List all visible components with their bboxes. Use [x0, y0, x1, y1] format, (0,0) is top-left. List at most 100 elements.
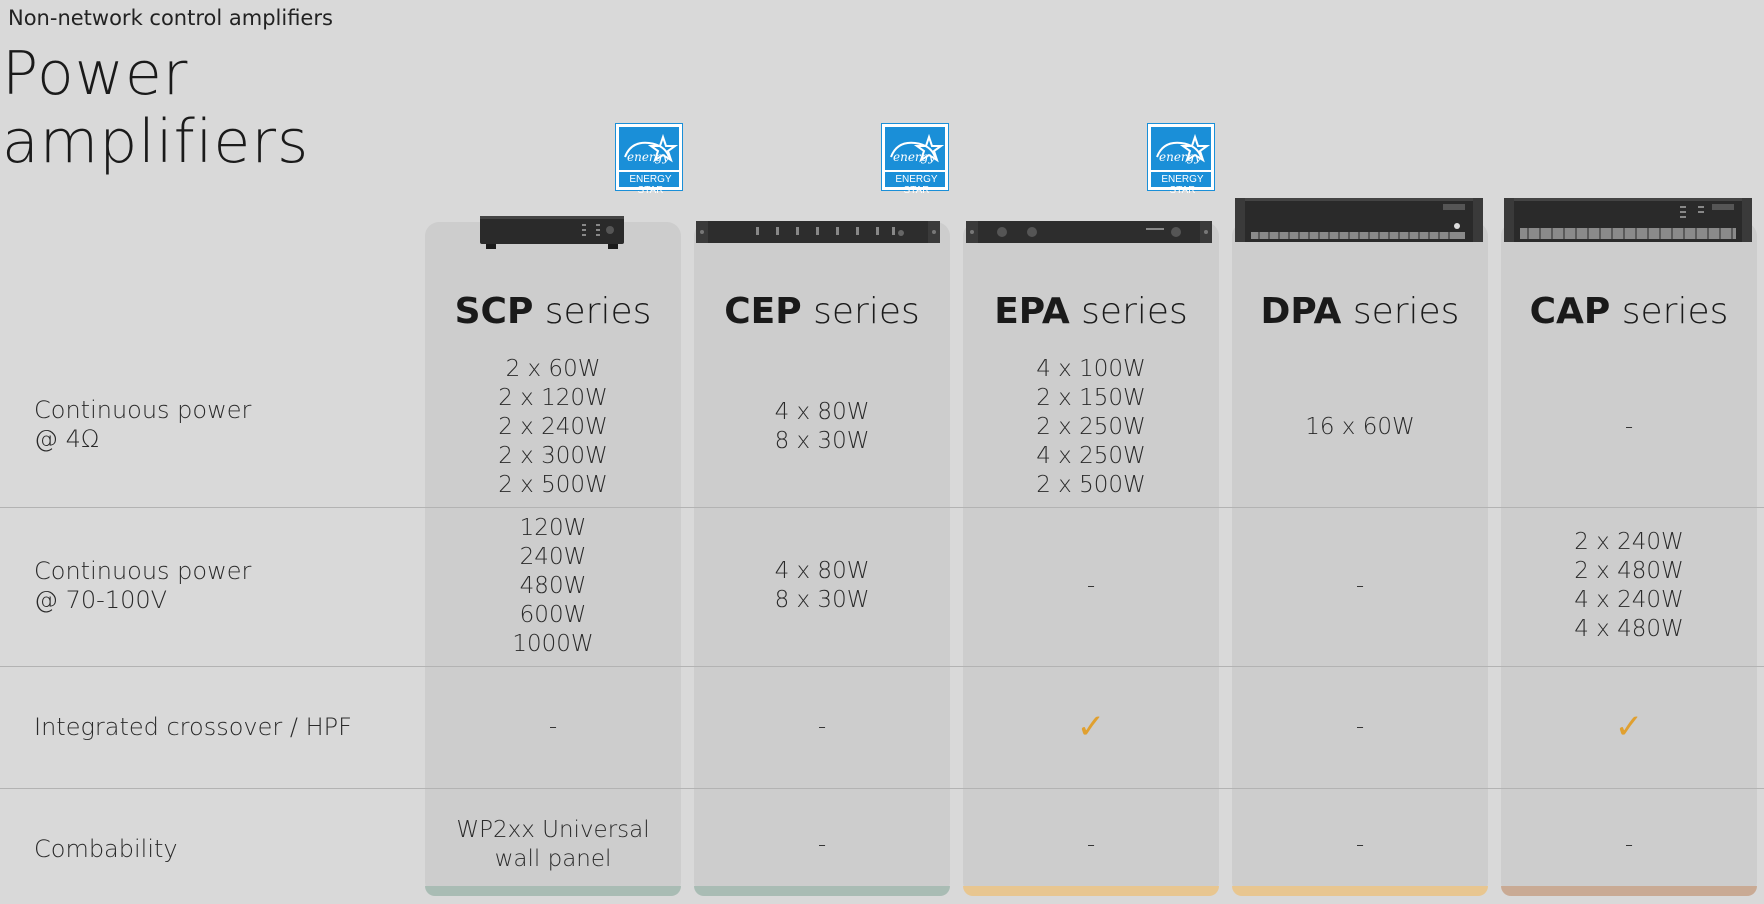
- cell-value: 4 x 480W: [1574, 616, 1684, 642]
- energy-star-logo-epa: energy: [1147, 123, 1215, 191]
- energy-star-icon: energy: [1151, 133, 1211, 172]
- scp-amplifier-image: [478, 216, 626, 250]
- series-heading-cap: CAP series: [1501, 290, 1757, 334]
- cell-value: -: [1355, 572, 1365, 599]
- cell-power-4ohm-cap: -: [1501, 352, 1757, 502]
- column-scp: [425, 222, 681, 896]
- cell-value: -: [1624, 413, 1634, 440]
- series-suffix: series: [1341, 291, 1460, 332]
- cell-value: 2 x 240W: [1574, 529, 1684, 555]
- cell-value: 2 x 240W: [498, 413, 608, 440]
- series-heading-cep: CEP series: [694, 290, 950, 334]
- cell-crossover-cep: -: [694, 668, 950, 786]
- row-divider: [0, 507, 1764, 508]
- cell-value: 240W: [519, 543, 587, 570]
- column-cap: [1501, 222, 1757, 896]
- cell-value: -: [1086, 572, 1096, 599]
- cell-power-4ohm-scp: 2 x 60W 2 x 120W 2 x 240W 2 x 300W 2 x 500W: [425, 352, 681, 502]
- cell-value: 2 x 60W: [505, 355, 601, 382]
- cell-compat-epa: -: [963, 790, 1219, 900]
- cell-value: WP2xx Universal: [456, 817, 650, 843]
- cell-power-4ohm-epa: 4 x 100W 2 x 150W 2 x 250W 4 x 250W 2 x 500W: [963, 352, 1219, 502]
- cell-power-70v-dpa: -: [1232, 510, 1488, 662]
- cell-value: 2 x 300W: [498, 442, 608, 469]
- cell-value: -: [1086, 831, 1096, 858]
- column-strip: [1501, 886, 1757, 896]
- cell-value: -: [1355, 831, 1365, 858]
- cell-value: 1000W: [512, 630, 594, 657]
- cell-compat-cap: -: [1501, 790, 1757, 900]
- cell-value: 120W: [519, 514, 587, 541]
- column-strip: [425, 886, 681, 896]
- series-suffix: series: [533, 291, 652, 332]
- cell-value: 2 x 120W: [498, 384, 608, 411]
- column-dpa: [1232, 222, 1488, 896]
- row-label-line: @ 4Ω: [34, 425, 100, 453]
- cell-power-4ohm-cep: 4 x 80W 8 x 30W: [694, 352, 950, 502]
- cell-value: -: [1355, 713, 1365, 740]
- energy-star-logo-cep: energy: [881, 123, 949, 191]
- cell-value: 2 x 250W: [1036, 413, 1146, 440]
- svg-text:energy: energy: [893, 150, 935, 164]
- energy-star-logo-scp: energy: [615, 123, 683, 191]
- cell-value: 600W: [519, 601, 587, 628]
- cell-power-70v-epa: -: [963, 510, 1219, 662]
- energy-star-caption: ENERGY STAR: [629, 174, 672, 196]
- cell-compat-cep: -: [694, 790, 950, 900]
- column-strip: [694, 886, 950, 896]
- cap-amplifier-image: [1504, 198, 1752, 244]
- row-label-line: Integrated crossover / HPF: [34, 713, 352, 741]
- column-strip: [963, 886, 1219, 896]
- cell-value: 8 x 30W: [774, 587, 870, 613]
- row-label-crossover: Integrated crossover / HPF: [34, 713, 352, 742]
- cell-power-70v-cap: 2 x 240W 2 x 480W 4 x 240W 4 x 480W: [1501, 510, 1757, 662]
- series-suffix: series: [1610, 291, 1729, 332]
- cell-value: -: [817, 713, 827, 740]
- subtitle: Non-network control amplifiers: [8, 6, 333, 30]
- cell-power-70v-cep: 4 x 80W 8 x 30W: [694, 510, 950, 662]
- row-label-compat: Combability: [34, 835, 178, 864]
- energy-star-icon: energy: [619, 133, 679, 187]
- cell-power-70v-scp: 120W 240W 480W 600W 1000W: [425, 510, 681, 662]
- column-epa: [963, 222, 1219, 896]
- title-line-2: amplifiers: [2, 107, 310, 177]
- cell-value: 480W: [519, 572, 587, 599]
- cell-power-4ohm-dpa: 16 x 60W: [1232, 352, 1488, 502]
- series-name: CAP: [1529, 291, 1611, 332]
- column-strip: [1232, 886, 1488, 896]
- row-divider: [0, 666, 1764, 667]
- row-label-power-4ohm: Continuous power @ 4Ω: [34, 396, 251, 454]
- cep-amplifier-image: [696, 221, 940, 245]
- cell-value: 2 x 480W: [1574, 558, 1684, 584]
- cell-compat-scp: WP2xx Universal wall panel: [425, 790, 681, 900]
- series-name: EPA: [994, 291, 1070, 332]
- cell-value: 8 x 30W: [774, 428, 870, 454]
- cell-value: 4 x 80W: [774, 558, 870, 584]
- series-name: CEP: [724, 291, 802, 332]
- cell-value: wall panel: [494, 846, 612, 872]
- cell-crossover-dpa: -: [1232, 668, 1488, 786]
- cell-value: 4 x 240W: [1574, 587, 1684, 613]
- checkmark-icon: ✓: [1614, 706, 1644, 747]
- dpa-amplifier-image: [1235, 198, 1483, 244]
- cell-value: 4 x 100W: [1036, 355, 1146, 382]
- cell-value: 16 x 60W: [1305, 413, 1415, 440]
- cell-value: -: [1624, 831, 1634, 858]
- energy-star-caption: ENERGY STAR: [1161, 174, 1204, 196]
- epa-amplifier-image: [966, 221, 1212, 245]
- row-label-line: @ 70-100V: [34, 586, 168, 614]
- series-suffix: series: [801, 291, 920, 332]
- cell-compat-dpa: -: [1232, 790, 1488, 900]
- cell-value: 4 x 250W: [1036, 442, 1146, 469]
- series-heading-epa: EPA series: [963, 290, 1219, 334]
- energy-star-caption: ENERGY STAR: [895, 174, 938, 196]
- cell-value: 2 x 500W: [498, 471, 608, 498]
- series-suffix: series: [1069, 291, 1188, 332]
- row-label-line: Continuous power: [34, 557, 252, 585]
- row-label-power-70v: Continuous power @ 70-100V: [34, 557, 251, 615]
- cell-value: 2 x 500W: [1036, 471, 1146, 498]
- cell-value: 4 x 80W: [774, 399, 870, 425]
- series-name: DPA: [1260, 291, 1342, 332]
- series-heading-scp: SCP series: [425, 290, 681, 334]
- svg-text:energy: energy: [627, 150, 669, 164]
